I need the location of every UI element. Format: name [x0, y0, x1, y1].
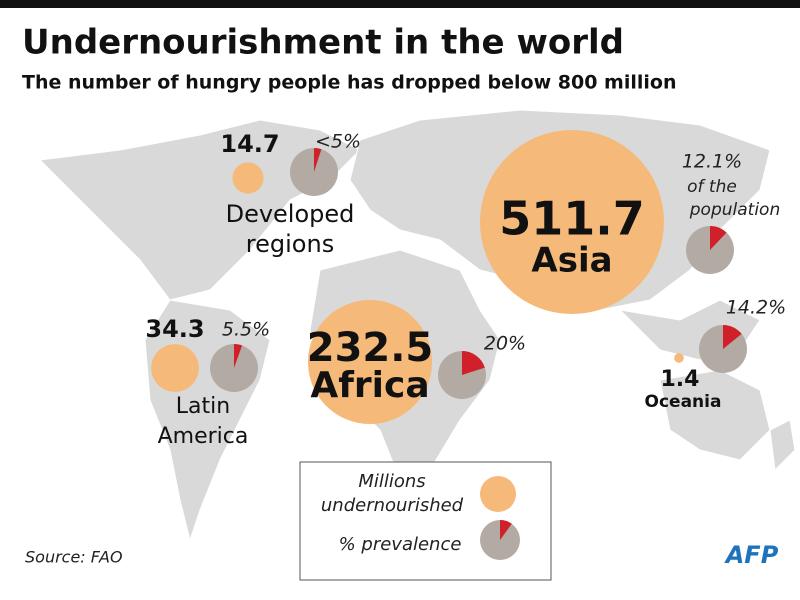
- title: Undernourishment in the world: [22, 23, 624, 63]
- pie-slice: [710, 226, 727, 250]
- legend-size-label: Millions: [358, 471, 425, 492]
- pie-slice: [234, 344, 243, 368]
- top-bar: [0, 0, 800, 8]
- prevalence-label: 12.1%: [682, 151, 742, 173]
- prevalence-label: 5.5%: [222, 319, 270, 341]
- prevalence-label: 20%: [484, 333, 526, 355]
- bubble: [232, 162, 264, 194]
- logo: AFP: [724, 541, 779, 569]
- source: Source: FAO: [25, 548, 123, 567]
- prevalence-label: <5%: [315, 131, 361, 153]
- bubble: [480, 130, 664, 314]
- subtitle: The number of hungry people has dropped …: [22, 72, 676, 94]
- pie-slice: [314, 148, 322, 172]
- bubble: [674, 353, 684, 363]
- bubble: [307, 299, 433, 425]
- region-name: Developed: [226, 200, 355, 228]
- value-label: 511.7: [499, 192, 645, 246]
- pie-slice: [723, 325, 742, 349]
- value-label: 34.3: [145, 315, 204, 343]
- value-label: 14.7: [220, 130, 279, 158]
- region-name: Africa: [310, 365, 429, 406]
- bubble: [151, 344, 199, 392]
- legend-bubble: [480, 476, 516, 512]
- pie-slice: [462, 351, 485, 375]
- value-label: 1.4: [661, 367, 700, 392]
- legend-size-label: undernourished: [321, 495, 464, 516]
- prevalence-label: 14.2%: [726, 297, 786, 319]
- legend-share-label: % prevalence: [339, 534, 462, 555]
- region-name: regions: [246, 230, 334, 258]
- region-name: America: [158, 424, 249, 449]
- note: of the: [687, 177, 737, 197]
- region-name: Oceania: [645, 392, 722, 412]
- value-label: 232.5: [307, 325, 434, 371]
- note: population: [689, 200, 780, 220]
- region-name: Latin: [176, 394, 230, 419]
- region-name: Asia: [531, 241, 612, 281]
- legend-pie-slice: [500, 519, 512, 540]
